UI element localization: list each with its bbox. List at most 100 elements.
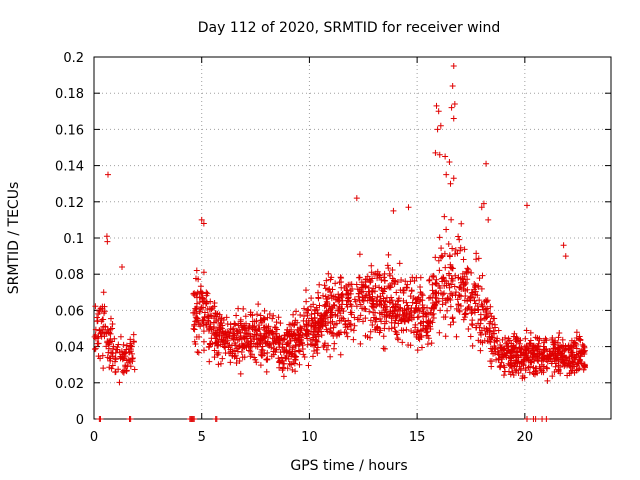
data-point [284, 339, 291, 346]
data-point [403, 326, 410, 333]
y-tick-label: 0.12 [55, 196, 84, 211]
data-point [127, 363, 134, 370]
data-point [437, 307, 444, 314]
data-point [414, 307, 421, 314]
data-point [409, 274, 416, 281]
data-point [558, 358, 565, 365]
data-point [276, 364, 283, 371]
data-point [192, 341, 199, 348]
data-point [112, 355, 119, 362]
data-point [488, 334, 495, 341]
data-point [472, 284, 479, 291]
data-point [96, 307, 103, 314]
data-point [292, 342, 299, 349]
data-point [408, 327, 415, 334]
data-point-outlier [436, 151, 443, 158]
data-point [461, 246, 468, 253]
data-point [380, 333, 387, 340]
data-point [467, 297, 474, 304]
data-point [222, 350, 229, 357]
data-point [549, 373, 556, 380]
data-point [494, 348, 501, 355]
data-point [327, 325, 334, 332]
data-point [350, 327, 357, 334]
data-point [426, 277, 433, 284]
data-point [341, 318, 348, 325]
data-point [205, 344, 212, 351]
data-point [214, 342, 221, 349]
data-point [378, 309, 385, 316]
data-point [395, 306, 402, 313]
data-point [447, 321, 454, 328]
data-point [227, 346, 234, 353]
data-point [127, 340, 134, 347]
data-point [301, 323, 308, 330]
data-point [399, 339, 406, 346]
data-point [116, 349, 123, 356]
data-point [92, 345, 99, 352]
data-point [546, 355, 553, 362]
data-point [573, 345, 580, 352]
data-point [331, 340, 338, 347]
data-point [328, 305, 335, 312]
data-point [285, 349, 292, 356]
data-point [307, 303, 314, 310]
grid-layer [94, 57, 611, 419]
data-point [272, 330, 279, 337]
data-point [566, 345, 573, 352]
data-point [368, 269, 375, 276]
data-point [235, 322, 242, 329]
data-point [561, 363, 568, 370]
data-point [264, 341, 271, 348]
data-point [517, 352, 524, 359]
data-point [550, 345, 557, 352]
data-point [483, 325, 490, 332]
data-point [408, 305, 415, 312]
data-point [460, 316, 467, 323]
data-point [205, 315, 212, 322]
data-point [370, 309, 377, 316]
data-point [280, 373, 287, 380]
data-point [223, 314, 230, 321]
data-point [559, 348, 566, 355]
data-point [456, 236, 463, 243]
data-point [478, 327, 485, 334]
data-point-outlier [200, 220, 207, 227]
data-point [218, 337, 225, 344]
data-point [479, 303, 486, 310]
data-point [523, 347, 530, 354]
data-point [546, 352, 553, 359]
data-point [201, 298, 208, 305]
data-point [398, 276, 405, 283]
data-point [108, 365, 115, 372]
data-point [424, 332, 431, 339]
data-point-outlier [562, 253, 569, 260]
data-point [264, 349, 271, 356]
data-point [241, 354, 248, 361]
data-point [335, 291, 342, 298]
data-point [385, 251, 392, 258]
data-point [563, 357, 570, 364]
data-point [405, 341, 412, 348]
data-point-outlier [353, 195, 360, 202]
data-point [508, 347, 515, 354]
data-point [477, 311, 484, 318]
data-point [303, 326, 310, 333]
data-point [238, 349, 245, 356]
data-point [360, 297, 367, 304]
data-point [387, 308, 394, 315]
data-point [231, 320, 238, 327]
data-point [192, 291, 199, 298]
data-point [308, 295, 315, 302]
data-point [265, 330, 272, 337]
data-point [247, 337, 254, 344]
data-point [291, 333, 298, 340]
data-points [91, 63, 588, 422]
data-point [331, 321, 338, 328]
data-point [462, 306, 469, 313]
data-point [446, 284, 453, 291]
data-point [476, 275, 483, 282]
data-point [438, 245, 445, 252]
data-point [460, 285, 467, 292]
